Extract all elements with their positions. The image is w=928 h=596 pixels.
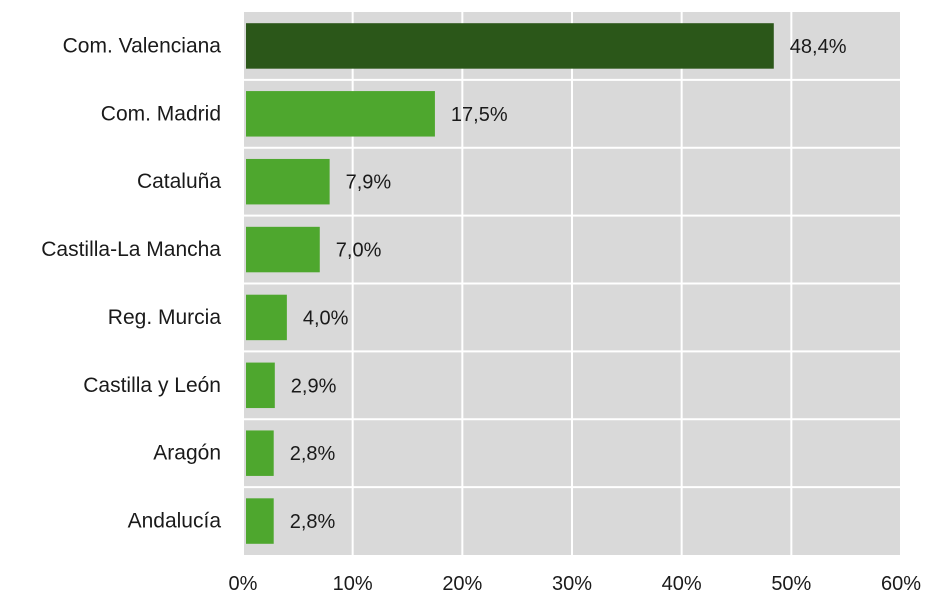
data-label: 48,4% bbox=[790, 36, 847, 58]
data-label: 2,9% bbox=[291, 375, 337, 397]
gridlines bbox=[242, 12, 902, 555]
category-label: Reg. Murcia bbox=[108, 306, 222, 329]
x-tick-label: 40% bbox=[662, 573, 702, 595]
x-tick-labels: 0% 10% 20% 30% 40% 50% 60% bbox=[229, 573, 922, 595]
category-label: Cataluña bbox=[137, 170, 221, 193]
category-label: Andalucía bbox=[128, 510, 222, 533]
x-tick-label: 30% bbox=[552, 573, 592, 595]
data-label: 7,0% bbox=[336, 240, 382, 262]
category-labels: Com. Valenciana Com. Madrid Cataluña Castil… bbox=[41, 34, 221, 532]
bars bbox=[246, 23, 774, 544]
bar bbox=[246, 23, 774, 69]
bar bbox=[246, 294, 287, 341]
x-tick-label: 50% bbox=[771, 573, 811, 595]
data-label: 2,8% bbox=[290, 511, 336, 533]
x-tick-label: 20% bbox=[442, 573, 482, 595]
bar bbox=[246, 226, 320, 273]
x-tick-label: 60% bbox=[881, 573, 921, 595]
category-label: Aragón bbox=[153, 442, 221, 465]
bar bbox=[246, 362, 275, 409]
data-label: 2,8% bbox=[290, 443, 336, 465]
bar bbox=[246, 430, 274, 476]
category-label: Castilla y León bbox=[83, 374, 221, 397]
data-label: 17,5% bbox=[451, 104, 508, 126]
data-label: 7,9% bbox=[346, 172, 392, 194]
x-tick-label: 10% bbox=[333, 573, 373, 595]
category-label: Com. Valenciana bbox=[63, 34, 222, 57]
bar bbox=[246, 158, 330, 205]
category-label: Castilla-La Mancha bbox=[41, 238, 221, 261]
x-tick-label: 0% bbox=[229, 573, 258, 595]
data-label: 4,0% bbox=[303, 307, 349, 329]
category-label: Com. Madrid bbox=[101, 102, 221, 125]
value-labels: 48,4% 17,5% 7,9% 7,0% 4,0% 2,9% 2,8% 2,8% bbox=[290, 36, 847, 533]
bar bbox=[246, 91, 435, 137]
bar bbox=[246, 498, 274, 544]
